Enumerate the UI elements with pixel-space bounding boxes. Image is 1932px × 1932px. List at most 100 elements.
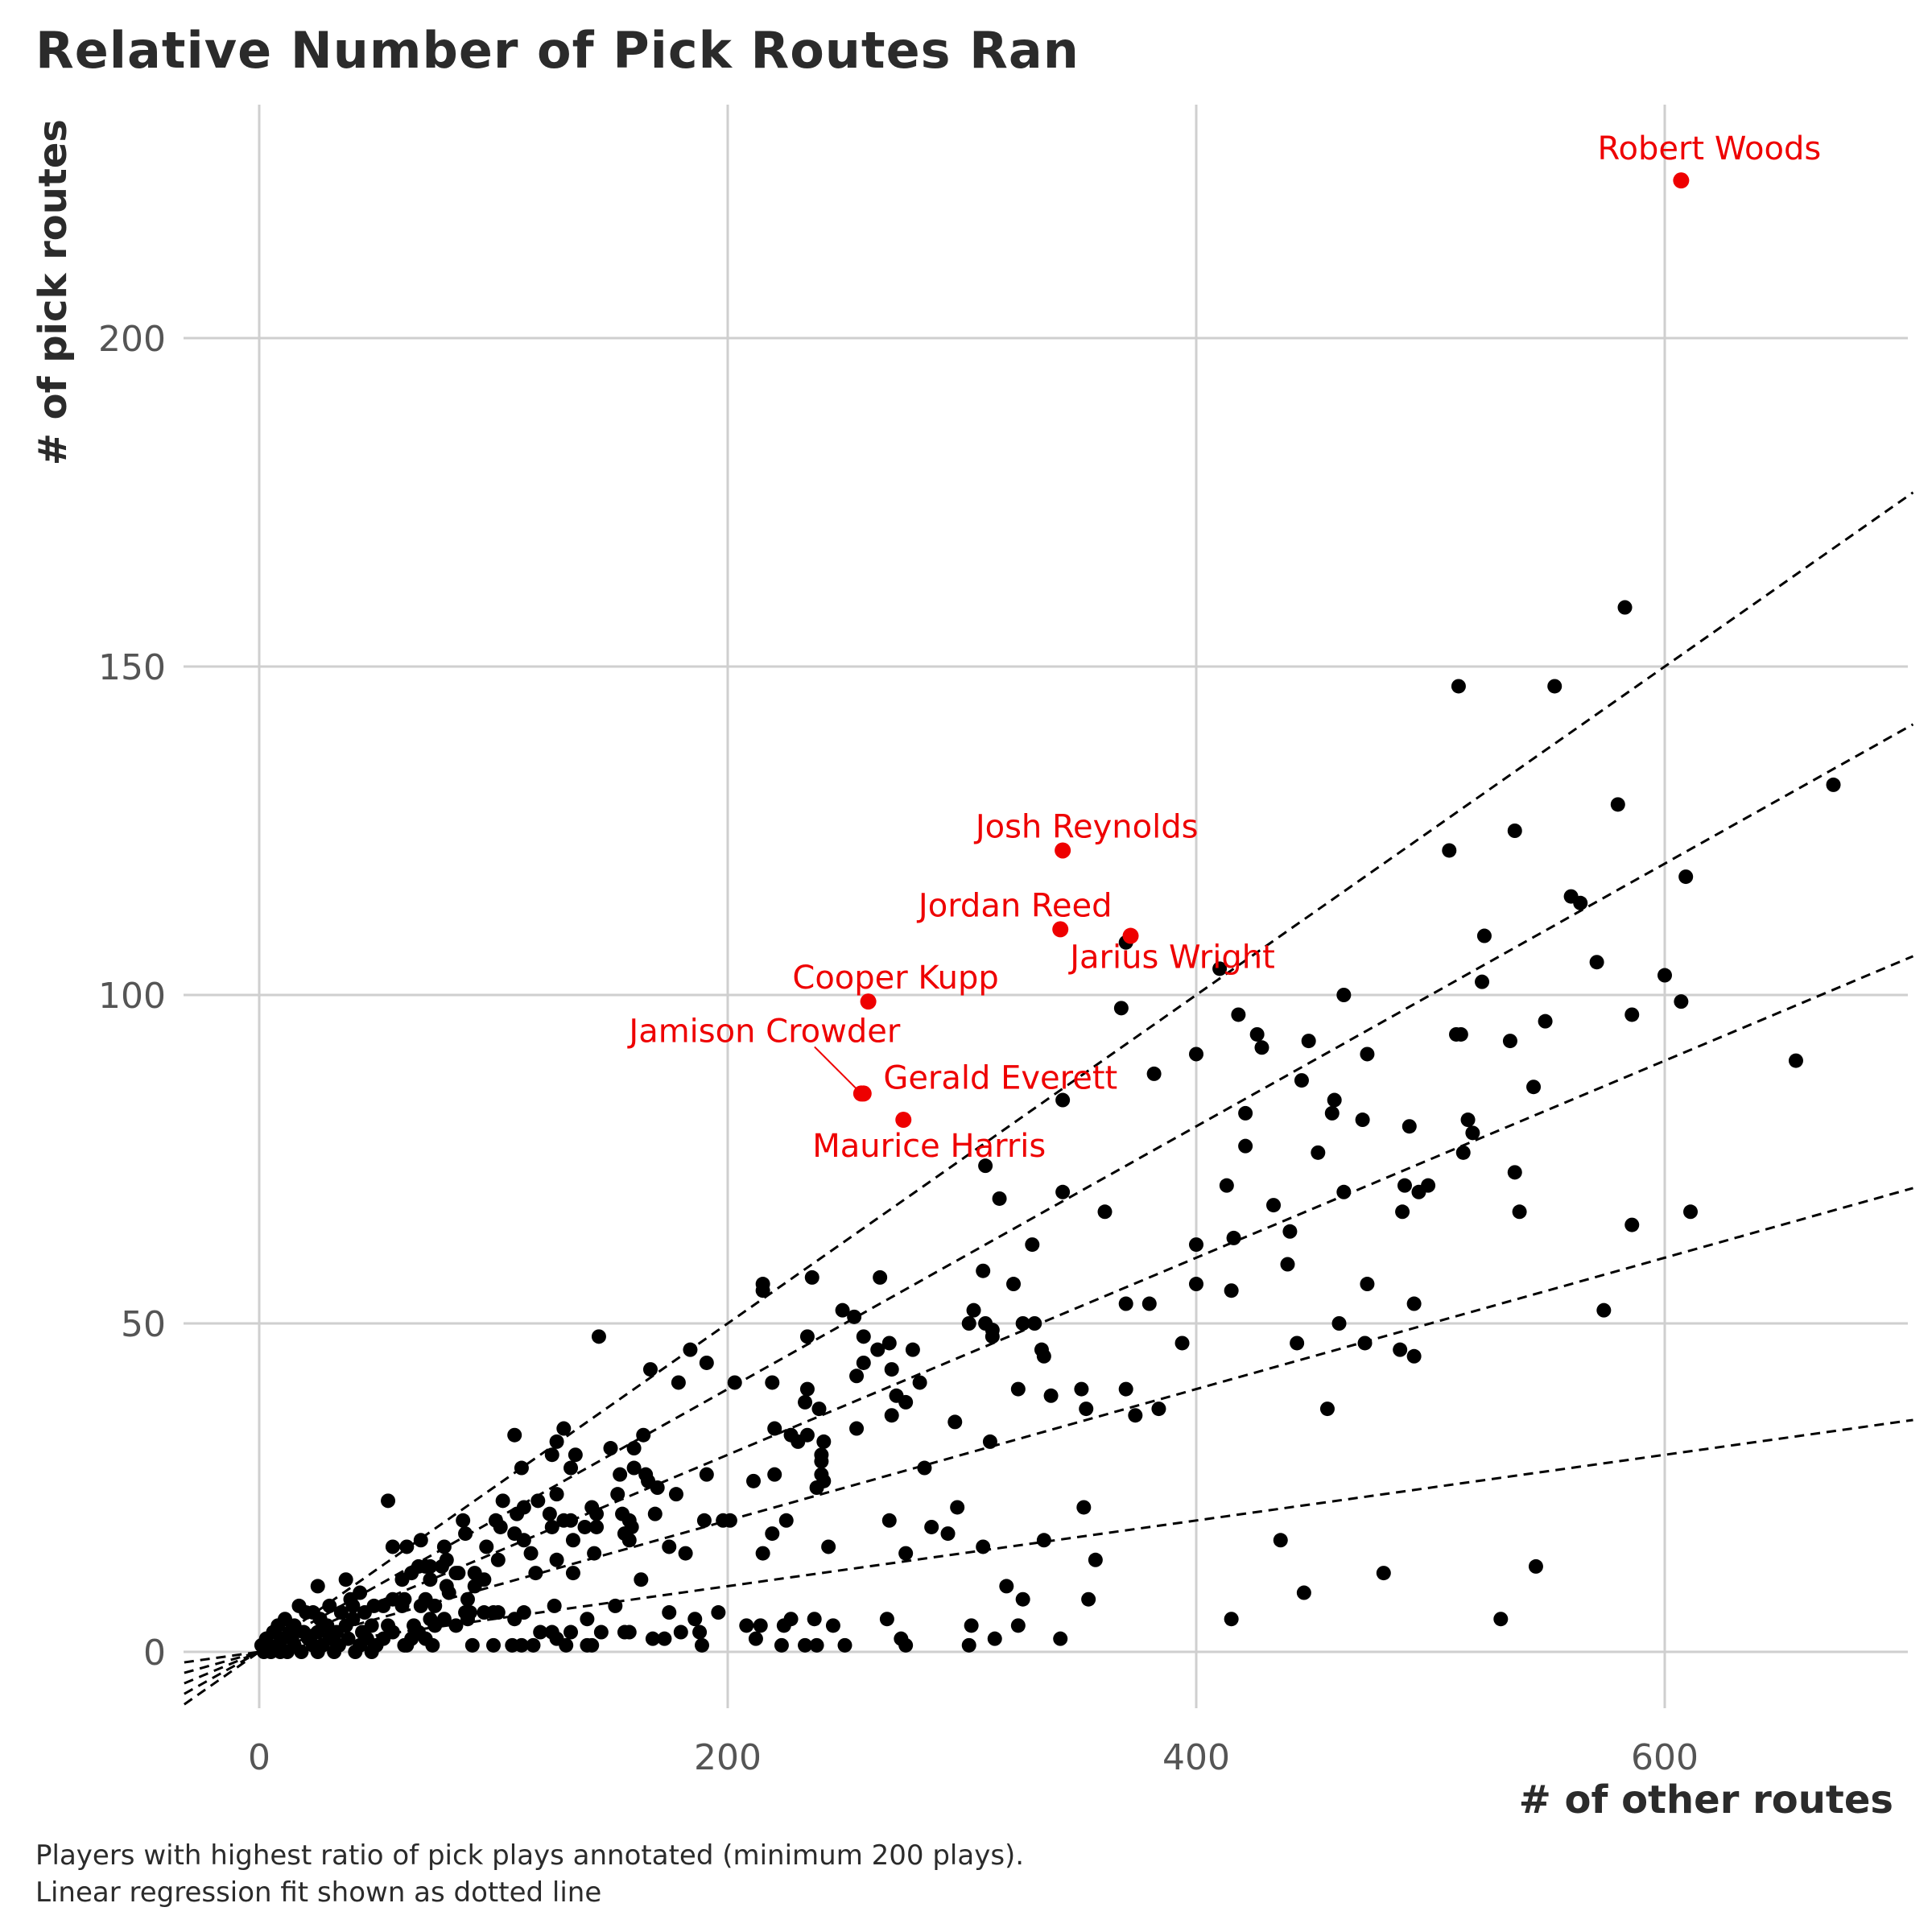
data-point: [645, 1631, 660, 1646]
data-point: [1055, 1092, 1071, 1108]
data-point: [621, 1624, 637, 1640]
point-label: Gerald Everett: [883, 1059, 1117, 1096]
data-point: [1610, 797, 1625, 812]
highlighted-point: [1673, 172, 1690, 189]
data-point: [333, 1605, 349, 1620]
data-point: [987, 1631, 1002, 1646]
data-point: [1088, 1552, 1103, 1567]
data-point: [493, 1519, 508, 1534]
data-point: [568, 1447, 583, 1463]
data-point: [1290, 1335, 1305, 1351]
data-point: [711, 1605, 726, 1620]
data-point: [791, 1434, 806, 1449]
data-point: [385, 1539, 400, 1554]
data-point: [1015, 1316, 1030, 1331]
x-tick-label: 0: [248, 1737, 270, 1778]
data-point: [1360, 1046, 1375, 1062]
point-label: Cooper Kupp: [792, 960, 998, 997]
data-point: [394, 1598, 410, 1613]
data-point: [376, 1598, 391, 1613]
data-point: [1238, 1138, 1253, 1154]
data-point: [1547, 679, 1563, 694]
data-point: [345, 1598, 361, 1613]
data-point: [1502, 1034, 1517, 1049]
data-point: [1189, 1237, 1203, 1253]
data-point: [1079, 1402, 1094, 1417]
data-point: [1355, 1113, 1370, 1128]
data-point: [1788, 1053, 1803, 1068]
data-point: [591, 1329, 606, 1344]
data-point: [1055, 1184, 1071, 1199]
point-label: Maurice Harris: [812, 1128, 1046, 1165]
data-point: [879, 1612, 894, 1627]
data-point: [399, 1539, 415, 1554]
data-point: [1224, 1612, 1239, 1627]
data-point: [565, 1566, 580, 1581]
data-point: [847, 1309, 862, 1324]
data-point: [564, 1624, 579, 1640]
data-point: [1118, 1381, 1133, 1397]
data-point: [809, 1480, 824, 1495]
y-tick-label: 50: [121, 1304, 166, 1345]
data-point: [1074, 1381, 1089, 1397]
data-point: [1442, 843, 1457, 858]
data-point: [856, 1355, 871, 1370]
data-point: [1224, 1283, 1239, 1298]
data-point: [1254, 1040, 1269, 1055]
data-point: [1493, 1612, 1509, 1627]
point-label: Robert Woods: [1598, 130, 1822, 167]
data-point: [608, 1598, 623, 1613]
data-point: [982, 1434, 997, 1449]
data-point: [418, 1558, 433, 1574]
data-point: [881, 1513, 897, 1528]
data-point: [1538, 1013, 1553, 1029]
data-point: [964, 1618, 979, 1633]
data-point: [580, 1612, 595, 1627]
data-point: [699, 1467, 714, 1482]
data-point: [898, 1394, 914, 1410]
data-point: [603, 1441, 618, 1456]
regression-line: [184, 491, 1914, 1706]
data-points: [254, 600, 1841, 1659]
highlighted-point: [860, 993, 877, 1010]
data-point: [448, 1618, 464, 1633]
data-point: [1036, 1348, 1051, 1364]
data-point: [778, 1513, 794, 1528]
data-point: [1118, 1296, 1133, 1311]
data-point: [662, 1539, 677, 1554]
data-point: [565, 1533, 580, 1548]
data-point: [528, 1566, 543, 1581]
data-point: [1146, 1066, 1162, 1081]
point-label: Josh Reynolds: [973, 808, 1199, 845]
data-point: [912, 1375, 927, 1390]
data-point: [1113, 1001, 1129, 1016]
data-point: [477, 1572, 492, 1587]
data-point: [727, 1375, 742, 1390]
data-point: [1411, 1184, 1426, 1199]
data-point: [526, 1637, 541, 1653]
data-point: [310, 1645, 325, 1659]
x-tick-label: 200: [694, 1737, 762, 1778]
data-point: [1081, 1591, 1096, 1607]
data-point: [427, 1598, 443, 1613]
data-point: [516, 1533, 531, 1548]
data-point: [1174, 1335, 1190, 1351]
grid-lines: [184, 105, 1908, 1708]
data-point: [1311, 1145, 1326, 1160]
regression-line: [184, 1187, 1913, 1674]
data-point: [825, 1618, 840, 1633]
data-point: [589, 1519, 605, 1534]
data-point: [533, 1624, 548, 1640]
data-point: [423, 1572, 438, 1587]
data-point: [1097, 1204, 1113, 1220]
data-point: [849, 1368, 865, 1384]
data-point: [322, 1598, 337, 1613]
data-point: [425, 1637, 440, 1653]
data-point: [642, 1362, 658, 1377]
data-point: [427, 1618, 443, 1633]
data-point: [985, 1329, 1000, 1344]
regression-line: [184, 955, 1914, 1685]
label-leader-line: [814, 1046, 859, 1092]
data-point: [999, 1579, 1014, 1594]
data-point: [434, 1558, 449, 1574]
